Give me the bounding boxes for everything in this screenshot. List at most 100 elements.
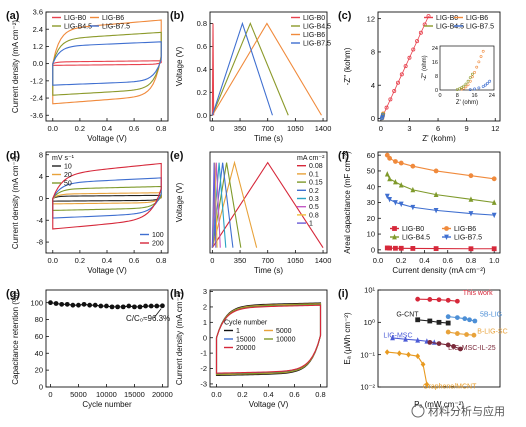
series-lig-b4-5-marker (410, 186, 416, 193)
panel-label: (a) (6, 10, 20, 22)
y-tick-label: 1 (203, 318, 207, 327)
x-axis-label: Voltage (V) (87, 134, 127, 143)
series-lig-b7-5-line (52, 41, 162, 86)
y-tick-label: 10⁻² (360, 383, 375, 392)
series-lig-b4-5-marker (387, 175, 393, 182)
chart-panel-2: (c) 0 3 6 9 12 0 4 8 12 Z' (kohm) -Z'' (kohm) LIG-B0… (338, 10, 501, 143)
series-lig-b6-marker (491, 176, 497, 182)
x-axis-label: Time (s) (254, 134, 283, 143)
plot-data (48, 300, 165, 310)
legend-label: 0.1 (309, 171, 319, 178)
series-5b-lig-marker (454, 315, 460, 321)
legend-label: LIG-B6 (102, 15, 124, 22)
panel-label: (c) (338, 10, 352, 22)
inset-chart: 0 8 16 24 0 8 16 24 Z' (ohm) -Z'' (ohm) (422, 45, 495, 106)
panel-label: (e) (170, 150, 184, 162)
x-tick-label: 12 (491, 124, 499, 133)
x-tick-label: 1400 (315, 256, 332, 265)
legend-label: LIG-B0 (303, 15, 325, 22)
chart-panel-3: (d) 0.0 0.2 0.4 0.6 0.8 8 4 0 -4 -8 Voltage (V) Curr… (6, 150, 169, 275)
x-tick-label: 0.0 (373, 256, 383, 265)
series-lig-b0-point (388, 97, 393, 102)
x-tick-label: 350 (234, 256, 247, 265)
series-lig-b7-5-marker (433, 207, 439, 214)
series-lig-msc-il-25-marker (427, 339, 433, 345)
legend-title: Cycle number (224, 320, 268, 327)
y-tick-label: 4 (371, 81, 375, 90)
series-5b-lig-marker (472, 318, 478, 324)
series-g-cnt-line (417, 319, 449, 324)
y-tick-label: 0 (39, 383, 43, 392)
x-tick-label: 0.0 (48, 256, 58, 265)
series-lig-b7-5-marker (491, 212, 497, 219)
y-tick-label: 80 (35, 315, 43, 324)
legend-marker (392, 234, 397, 240)
y-tick-label: -3 (200, 380, 207, 389)
inset-point (486, 81, 489, 85)
wechat-logo-icon (411, 404, 425, 418)
panel-label: (g) (6, 288, 20, 300)
series-lig-b6-marker (433, 168, 439, 174)
y-tick-label: 10⁻¹ (360, 350, 375, 359)
series-lig-b0-point (407, 55, 412, 60)
series-lig-b6-marker (387, 155, 393, 161)
inset-point (475, 65, 479, 69)
legend-label: 200 (152, 241, 164, 248)
x-tick-label: 9 (465, 124, 469, 133)
legend-label: LIG-B7.5 (102, 24, 130, 31)
y-tick-label: 0.8 (197, 19, 207, 28)
inset-point (483, 83, 487, 87)
x-tick-label: 20000 (152, 390, 173, 399)
x-axis-label: Voltage (V) (249, 400, 289, 409)
series-lig-b7-5-marker (384, 193, 390, 200)
series-b-lig-sc-marker (445, 329, 451, 335)
x-tick-label: 0.4 (263, 390, 273, 399)
y-tick-label: 4 (39, 172, 43, 181)
legend-label: 1 (309, 221, 313, 228)
y-axis-label: Current density (mA cm⁻²) (175, 292, 184, 385)
series-this-work-marker (427, 297, 433, 302)
retention-point (87, 302, 93, 308)
series-0-08-line (211, 161, 324, 248)
y-tick-label: -4 (36, 216, 43, 225)
y-tick-label: 20 (367, 214, 375, 223)
series-lig-b0-marker (393, 245, 398, 251)
series-label: B-LIG-SC (477, 329, 507, 336)
retention-point (59, 301, 65, 307)
chart-panel-5: (f) 0.0 0.2 0.4 0.6 0.8 1.0 0 10 20 30 40 50 60 Curren… (338, 150, 501, 275)
y-axis-label: Capacitance retention (%) (11, 292, 20, 385)
panels: (a) 0.0 0.2 0.4 0.6 0.8 3.6 2.4 1.2 0.0 -1.2 -2.4 -3… (6, 8, 508, 409)
legend-label: 0.08 (309, 163, 323, 170)
x-tick-label: 700 (261, 256, 274, 265)
legend-label: LIG-B0 (436, 15, 458, 22)
series-lig-b6-marker (410, 163, 416, 169)
retention-point (104, 303, 109, 309)
legend-label: 10000 (276, 337, 296, 344)
x-tick-label: 0.6 (442, 256, 452, 265)
retention-point (70, 302, 76, 308)
x-tick-label: 0 (210, 124, 214, 133)
inset-point (470, 72, 474, 76)
series-lig-msc-il-25-marker (457, 346, 463, 352)
y-tick-label: 40 (367, 182, 375, 191)
series-lig-b4-5-line (386, 173, 495, 204)
series-lig-b0-point (418, 30, 423, 35)
legend-label: 15000 (236, 337, 256, 344)
y-tick-label: 10¹ (364, 286, 375, 295)
plot-frame (377, 289, 501, 388)
inset-x-tick-label: 16 (471, 93, 477, 99)
series-0-3-line (211, 162, 227, 248)
y-tick-label: 3 (203, 287, 207, 296)
chart-panel-6: (g) 0 5000 10000 15000 20000 0 20 40 60 80 100 Cycle… (6, 288, 173, 409)
series-this-work-marker (415, 296, 421, 302)
y-axis-label: Eₐ (μWh cm⁻²) (343, 312, 352, 365)
series-label: G-CNT (396, 312, 419, 319)
inset-y-tick-label: 8 (435, 74, 438, 80)
x-tick-label: 0 (379, 124, 383, 133)
x-tick-label: 0.8 (466, 256, 476, 265)
inset-point (468, 88, 472, 92)
series-lig-b0-point (415, 39, 420, 44)
panel-label: (h) (170, 288, 184, 300)
series-lig-b7-5-marker (468, 211, 474, 217)
panel-label: (f) (338, 150, 349, 162)
